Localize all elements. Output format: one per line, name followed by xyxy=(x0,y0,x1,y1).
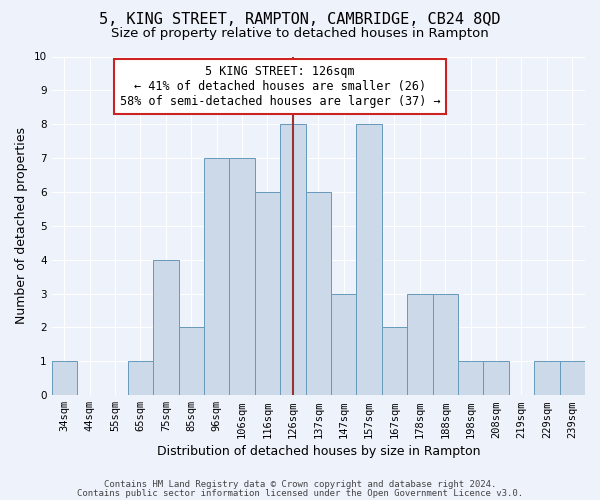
Bar xyxy=(280,124,305,395)
Bar xyxy=(179,328,204,395)
Bar xyxy=(382,328,407,395)
Bar xyxy=(458,362,484,395)
Text: Contains HM Land Registry data © Crown copyright and database right 2024.: Contains HM Land Registry data © Crown c… xyxy=(104,480,496,489)
Y-axis label: Number of detached properties: Number of detached properties xyxy=(15,128,28,324)
Bar xyxy=(305,192,331,395)
Bar xyxy=(433,294,458,395)
Bar xyxy=(229,158,255,395)
Bar xyxy=(484,362,509,395)
Bar xyxy=(534,362,560,395)
Text: 5, KING STREET, RAMPTON, CAMBRIDGE, CB24 8QD: 5, KING STREET, RAMPTON, CAMBRIDGE, CB24… xyxy=(99,12,501,28)
Text: 5 KING STREET: 126sqm
← 41% of detached houses are smaller (26)
58% of semi-deta: 5 KING STREET: 126sqm ← 41% of detached … xyxy=(120,65,440,108)
Bar xyxy=(255,192,280,395)
X-axis label: Distribution of detached houses by size in Rampton: Distribution of detached houses by size … xyxy=(157,444,480,458)
Text: Size of property relative to detached houses in Rampton: Size of property relative to detached ho… xyxy=(111,28,489,40)
Text: Contains public sector information licensed under the Open Government Licence v3: Contains public sector information licen… xyxy=(77,488,523,498)
Bar xyxy=(204,158,229,395)
Bar xyxy=(356,124,382,395)
Bar xyxy=(560,362,585,395)
Bar xyxy=(128,362,153,395)
Bar xyxy=(153,260,179,395)
Bar xyxy=(52,362,77,395)
Bar xyxy=(331,294,356,395)
Bar xyxy=(407,294,433,395)
